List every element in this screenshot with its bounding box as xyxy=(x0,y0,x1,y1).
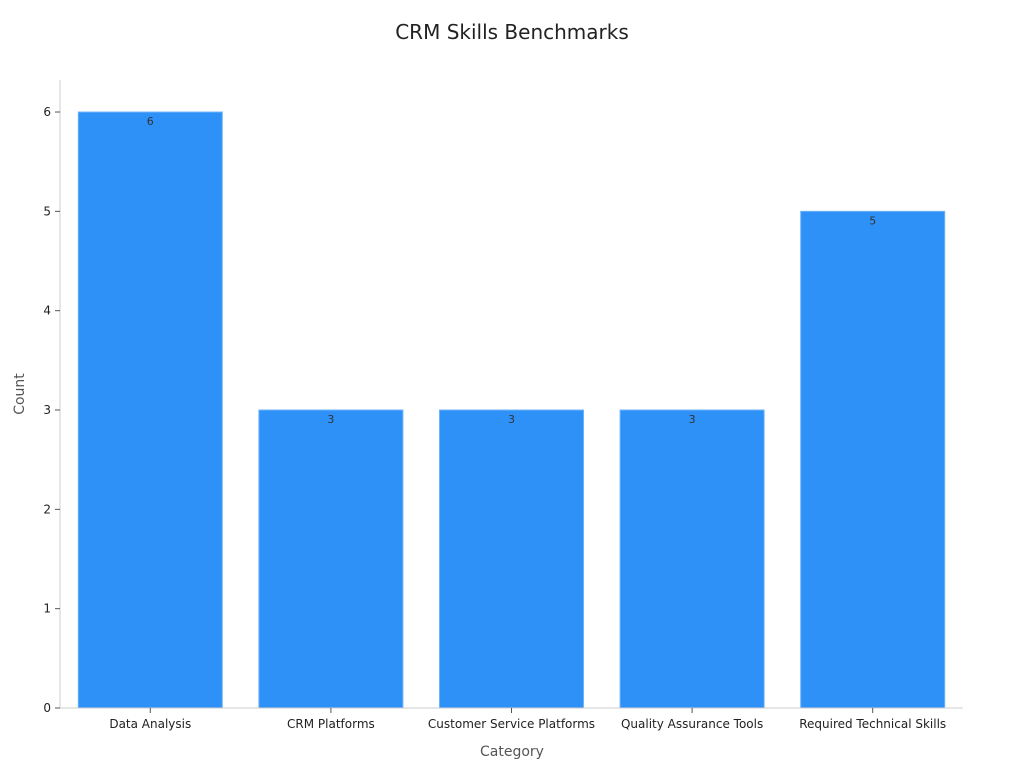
data-label-4: 5 xyxy=(869,214,876,227)
y-tick-label-5: 5 xyxy=(43,204,51,218)
y-tick-label-6: 6 xyxy=(43,105,51,119)
chart-title: CRM Skills Benchmarks xyxy=(395,20,629,44)
bar-1 xyxy=(258,409,404,709)
y-axis-label: Count xyxy=(12,373,28,415)
data-label-2: 3 xyxy=(508,413,515,426)
data-label-0: 6 xyxy=(147,115,154,128)
bar-2 xyxy=(439,409,584,709)
bar-3 xyxy=(619,409,765,709)
y-tick-label-0: 0 xyxy=(43,701,51,715)
y-tick-label-1: 1 xyxy=(43,602,51,616)
x-tick-label-2: Customer Service Platforms xyxy=(428,717,595,731)
x-tick-label-1: CRM Platforms xyxy=(287,717,375,731)
data-label-1: 3 xyxy=(327,413,334,426)
bar-0 xyxy=(77,111,223,709)
y-tick-label-4: 4 xyxy=(43,304,51,318)
x-tick-label-3: Quality Assurance Tools xyxy=(621,717,763,731)
bars-group xyxy=(77,111,946,709)
x-ticks-group: Data Analysis CRM Platforms Customer Servi… xyxy=(109,708,946,731)
y-ticks-group: 0 1 2 3 4 5 6 xyxy=(43,105,60,715)
x-axis-label: Category xyxy=(480,744,544,760)
data-label-3: 3 xyxy=(689,413,696,426)
bar-4 xyxy=(800,210,946,709)
y-tick-label-2: 2 xyxy=(43,502,51,516)
x-tick-label-0: Data Analysis xyxy=(109,717,191,731)
data-labels-group: 6 3 3 3 5 xyxy=(147,115,876,426)
x-tick-label-4: Required Technical Skills xyxy=(799,717,946,731)
y-tick-label-3: 3 xyxy=(43,403,51,417)
